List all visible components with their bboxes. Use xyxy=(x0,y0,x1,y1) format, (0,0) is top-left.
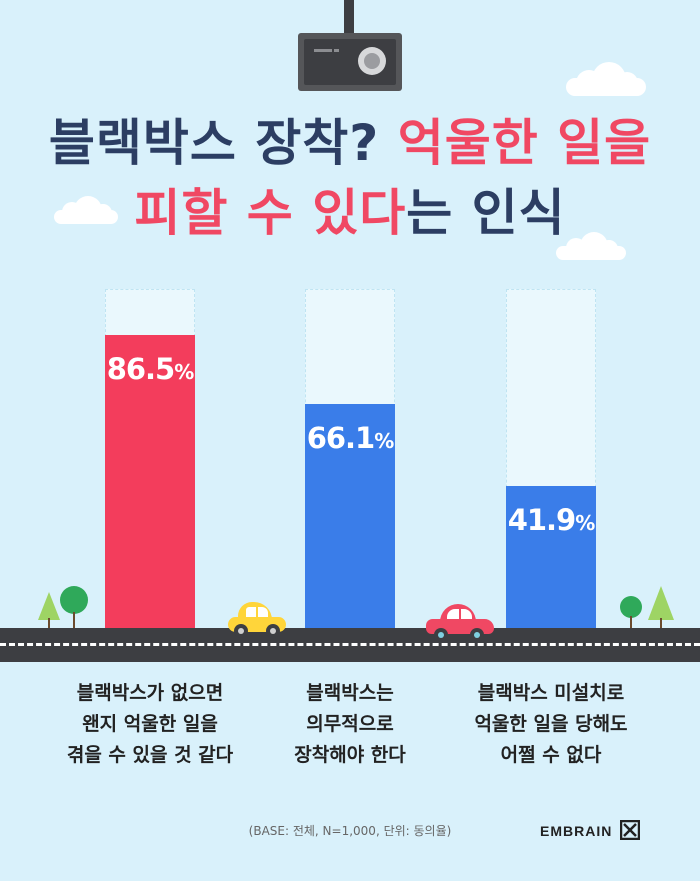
cloud-icon xyxy=(54,196,118,224)
bar-value-label: 41.9% xyxy=(507,503,596,537)
cloud-icon xyxy=(566,62,646,96)
brand-logo: EMBRAIN xyxy=(540,819,641,841)
footnote: (BASE: 전체, N=1,000, 단위: 동의율) xyxy=(248,824,452,838)
bar-value-label: 66.1% xyxy=(306,421,395,455)
tree-icon xyxy=(620,596,644,628)
page-subtitle: 피할 수 있다는 인식 xyxy=(0,188,700,238)
bar-2 xyxy=(305,404,395,628)
tree-icon xyxy=(38,592,60,628)
red-car-icon xyxy=(426,604,494,642)
page-title: 블랙박스 장착? 억울한 일을 xyxy=(0,118,700,168)
bar-value-label: 86.5% xyxy=(106,352,195,386)
category-label: 블랙박스는 의무적으로 장착해야 한다 xyxy=(294,682,406,766)
bar-3 xyxy=(506,486,596,628)
brand-name: EMBRAIN xyxy=(540,823,613,839)
category-label: 블랙박스가 없으면 왠지 억울한 일을 겪을 수 있을 것 같다 xyxy=(66,682,234,766)
yellow-car-icon xyxy=(228,602,286,638)
category-label: 블랙박스 미설치로 억울한 일을 당해도 어쩔 수 없다 xyxy=(474,682,628,766)
tree-icon xyxy=(648,586,674,628)
logo-mark-icon xyxy=(619,819,641,841)
title-line2-part2: 는 인식 xyxy=(406,184,566,242)
dashcam-icon xyxy=(298,0,402,92)
tree-icon xyxy=(60,586,90,628)
title-line1-part1: 블랙박스 장착? xyxy=(48,114,380,172)
title-line2-part1: 피할 수 있다 xyxy=(134,184,407,242)
bar-1 xyxy=(105,335,195,628)
title-line1-part2: 억울한 일을 xyxy=(397,114,652,172)
road xyxy=(0,628,700,662)
cloud-icon xyxy=(556,232,626,260)
